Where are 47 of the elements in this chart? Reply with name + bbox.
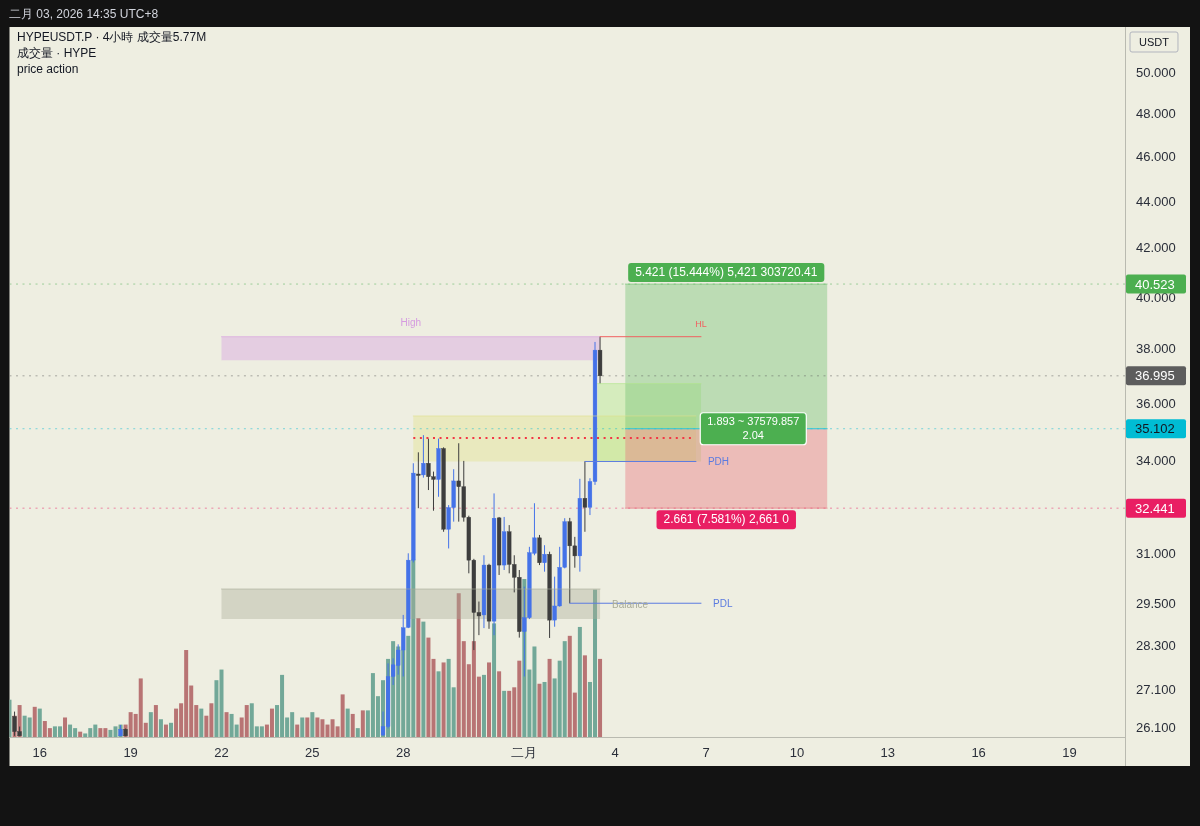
y-tick-label: 44.000 xyxy=(1136,193,1176,209)
y-tick-label: 36.000 xyxy=(1136,395,1176,411)
x-tick-label: 7 xyxy=(702,745,710,760)
annotation: price action xyxy=(17,62,79,76)
x-tick-label: 16 xyxy=(971,745,986,760)
text: 二月 03, 2026 14:35 UTC+8 xyxy=(9,7,159,21)
ref-line-label: 40.523 xyxy=(1135,276,1175,292)
series-label: High xyxy=(400,316,422,328)
y-tick-label: 42.000 xyxy=(1136,240,1176,256)
price-tag: 35.102 xyxy=(1126,419,1186,439)
y-tick-label: 26.100 xyxy=(1136,719,1176,735)
y-tick-label: 31.000 xyxy=(1136,546,1176,562)
y-tick-label: 34.000 xyxy=(1136,453,1176,469)
y-tick-label: 46.000 xyxy=(1136,148,1176,164)
ref-line-label: 36.995 xyxy=(1135,368,1175,384)
chart-title: HYPEUSDT.P · 4小時 成交量5.77M xyxy=(17,30,207,44)
x-tick-label: 19 xyxy=(1062,745,1077,760)
label: 2.661 (7.581%) 2,661 0 xyxy=(656,510,796,530)
x-tick-label: 4 xyxy=(611,745,619,760)
x-tick-label: 16 xyxy=(32,745,48,760)
ref-line-label: 35.102 xyxy=(1135,421,1175,437)
x-tick-label: 22 xyxy=(214,745,229,760)
y-tick-label: 38.000 xyxy=(1136,341,1176,357)
y-tick-label: 50.000 xyxy=(1136,64,1176,80)
y-axis-title: USDT xyxy=(1139,36,1170,48)
series-label: HL xyxy=(695,318,707,329)
y-tick-label: 27.100 xyxy=(1136,681,1176,697)
y-tick-label: 28.300 xyxy=(1136,638,1176,654)
chart-title: 成交量 · HYPE xyxy=(17,46,97,60)
x-tick-label: 二月 xyxy=(511,745,538,760)
annotation: 2.661 (7.581%) 2,661 0 xyxy=(663,512,790,527)
y-tick-label: 48.000 xyxy=(1136,105,1176,121)
label: 1.893 ~ 37579.857 2.04 xyxy=(699,412,807,446)
x-tick-label: 13 xyxy=(880,745,895,760)
x-tick-label: 10 xyxy=(789,745,805,760)
x-tick-label: 25 xyxy=(305,745,320,760)
label: 5.421 (15.444%) 5,421 303720.41 xyxy=(628,263,825,283)
series-label: PDH xyxy=(707,455,730,467)
axis-title: USDT xyxy=(1129,31,1179,53)
y-tick-label: 29.500 xyxy=(1136,596,1176,612)
series-label: PDL xyxy=(713,597,733,609)
ref-line-label: 32.441 xyxy=(1135,500,1175,516)
x-tick-label: 28 xyxy=(395,745,411,760)
price-tag: 36.995 xyxy=(1126,366,1186,386)
x-tick-label: 19 xyxy=(123,745,138,760)
annotation: 1.893 ~ 37579.857 2.04 xyxy=(707,414,800,441)
annotation: 5.421 (15.444%) 5,421 303720.41 xyxy=(635,265,818,280)
